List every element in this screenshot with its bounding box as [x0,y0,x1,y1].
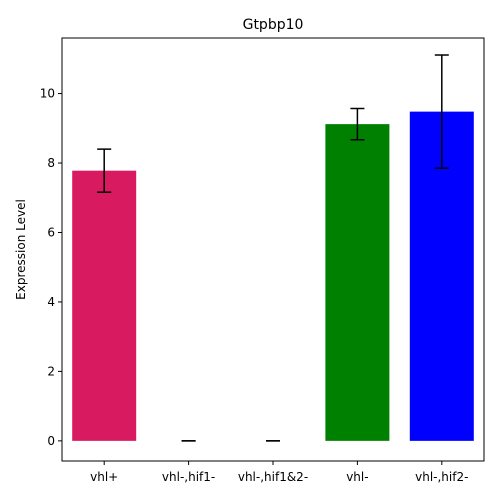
x-tick-label-1: vhl-,hif1- [162,470,215,484]
y-tick-label-5: 10 [40,87,55,101]
y-tick-label-1: 2 [47,364,55,378]
y-tick-label-0: 0 [47,434,55,448]
x-tick-label-3: vhl- [346,470,368,484]
x-axis-ticks: vhl+ vhl-,hif1- vhl-,hif1&2- vhl-vhl-,hif2- [90,461,468,484]
y-tick-label-3: 6 [47,225,55,239]
error-bars-layer [97,54,449,442]
x-tick-label-2: vhl-,hif1&2- [238,470,308,484]
y-axis-title: Expression Level [14,199,28,300]
bar-0 [72,170,137,441]
error-bar-0 [97,148,112,193]
x-tick-label-0: vhl+ [90,470,118,484]
bar-3 [325,124,390,441]
error-bar-3 [350,107,365,141]
y-tick-label-2: 4 [47,295,55,309]
bars-layer [72,111,474,441]
y-axis-ticks: 0 2 4 6 8 10 [40,87,62,448]
error-bar-4 [434,54,449,169]
y-tick-label-4: 8 [47,156,55,170]
chart-title: Gtpbp10 [243,17,304,33]
x-tick-label-4: vhl-,hif2- [415,470,468,484]
